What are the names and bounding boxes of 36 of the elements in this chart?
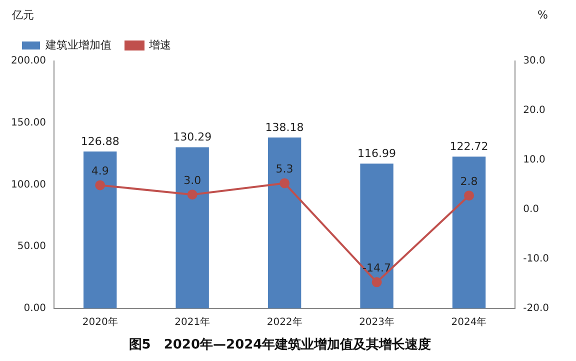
data-label: 2.8 xyxy=(460,174,478,188)
legend-label: 建筑业增加值 xyxy=(44,38,112,52)
x-tick-label: 2022年 xyxy=(266,316,302,328)
data-label: 122.72 xyxy=(450,140,488,153)
y2-tick-label: 20.0 xyxy=(523,105,546,116)
x-tick-label: 2024年 xyxy=(451,316,487,328)
data-label: 5.3 xyxy=(276,162,294,176)
y2-tick-label: -20.0 xyxy=(523,302,549,314)
data-label: 126.88 xyxy=(80,134,120,148)
point xyxy=(187,190,198,200)
y-tick-label: 0.00 xyxy=(24,302,46,314)
data-label: 116.99 xyxy=(358,147,396,160)
point xyxy=(280,178,290,188)
y-tick-label: 150.00 xyxy=(10,117,46,128)
point xyxy=(95,180,106,190)
y-tick-label: 50.00 xyxy=(17,241,46,252)
data-label: 138.18 xyxy=(265,120,304,134)
x-tick-label: 2023年 xyxy=(359,316,395,328)
y2-tick-label: 30.0 xyxy=(523,56,546,67)
point xyxy=(464,190,474,201)
y-tick-label: 200.00 xyxy=(10,56,46,67)
data-label: 3.0 xyxy=(184,174,202,187)
y2-axis-title: % xyxy=(538,8,548,22)
y2-tick-label: -10.0 xyxy=(523,254,549,265)
text: 图5 2020年—2024年建筑业增加值及其增长速度 xyxy=(128,336,432,353)
data-label: -14.7 xyxy=(362,262,392,275)
y-axis-title: 亿元 xyxy=(11,8,34,22)
data-label: 130.29 xyxy=(173,130,212,144)
x-tick-label: 2020年 xyxy=(82,316,118,328)
y-tick-label: 100.00 xyxy=(10,179,46,190)
y2-tick-label: 10.0 xyxy=(523,154,546,166)
legend-label: 增速 xyxy=(148,38,171,52)
point xyxy=(372,277,382,288)
data-label: 4.9 xyxy=(91,164,109,178)
x-tick-label: 2021年 xyxy=(174,316,210,328)
y2-tick-label: 0.0 xyxy=(523,204,540,216)
